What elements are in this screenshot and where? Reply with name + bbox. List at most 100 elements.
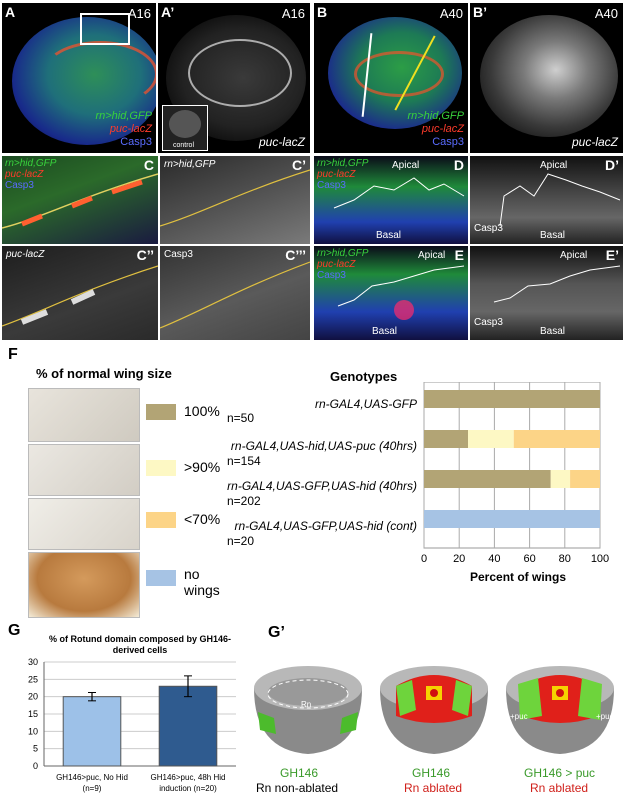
swatch-100	[146, 404, 176, 420]
bar-segment	[424, 430, 468, 448]
panel-a: A A16 rn>hid,GFP puc-lacZ Casp3	[2, 3, 156, 153]
y-tick-label: 25	[28, 674, 38, 684]
caption: puc-lacZ	[258, 135, 305, 149]
disc-image	[480, 15, 618, 137]
caption: puc-lacZ	[6, 249, 45, 260]
legend-casp3: Casp3	[317, 270, 346, 281]
inset-label: control	[173, 142, 195, 149]
schematic-ablated	[380, 666, 488, 754]
panel-c-prime: C’ rn>hid,GFP	[160, 156, 310, 244]
apical-label: Apical	[392, 160, 420, 171]
puc-label-right: +puc	[596, 712, 614, 721]
legend-puc: puc-lacZ	[109, 123, 152, 135]
apical-outline	[493, 265, 621, 303]
genotype-label-2: rn-GAL4,UAS-GFP,UAS-hid (40hrs)	[227, 479, 417, 493]
x-tick-label: 0	[421, 553, 427, 565]
legend-casp3: Casp3	[432, 136, 464, 148]
panel-tag: A40	[594, 6, 618, 21]
panel-label: C	[143, 157, 154, 173]
swatch-70	[146, 512, 176, 528]
genotype-n-1: n=154	[227, 454, 261, 468]
legend-gfp: rn>hid,GFP	[317, 158, 369, 169]
legend-gfp: rn>hid,GFP	[95, 110, 152, 122]
schematic-ablated-puc	[506, 666, 614, 754]
panel-label: C’’	[136, 247, 154, 263]
y-tick-label: 15	[28, 709, 38, 719]
genotype-n-0: n=50	[227, 411, 255, 425]
chart-f-xlabel: Percent of wings	[470, 570, 567, 584]
legend-casp3: Casp3	[120, 136, 152, 148]
figure-label-g-prime: G’	[268, 624, 285, 641]
swatch-90-label: >90%	[184, 459, 221, 475]
wing-photo-70	[28, 498, 140, 550]
caption-3-line2: Rn ablated	[530, 781, 589, 795]
genotype-label-1: rn-GAL4,UAS-hid,UAS-puc (40hrs)	[230, 439, 417, 453]
epithelium-edge	[2, 265, 158, 327]
caption: Casp3	[474, 223, 503, 234]
bar-segment	[513, 430, 600, 448]
caption: rn>hid,GFP	[164, 159, 216, 170]
panel-c-double-prime: C’’ puc-lacZ	[2, 246, 158, 340]
legend-casp3: Casp3	[5, 180, 34, 191]
bar-segment	[468, 430, 514, 448]
caption: Casp3	[164, 249, 193, 260]
epithelium-edge	[160, 169, 310, 227]
bar-segment	[424, 390, 600, 408]
zoom-box	[80, 13, 130, 45]
rn-label: Rn	[301, 700, 312, 709]
caption: puc-lacZ	[571, 135, 618, 149]
panel-b-prime: B’ A40 puc-lacZ	[470, 3, 623, 153]
panel-e: E rn>hid,GFP puc-lacZ Casp3 Apical Basal	[314, 246, 468, 340]
panel-label: B	[317, 4, 328, 20]
legend-puc: puc-lacZ	[317, 259, 356, 270]
epithelium-edge	[2, 173, 158, 229]
legend-gfp: rn>hid,GFP	[5, 158, 57, 169]
wing-photo-90	[28, 444, 140, 496]
legend-puc: puc-lacZ	[317, 169, 356, 180]
panel-e-prime: E’ Apical Basal Casp3	[470, 246, 623, 340]
x-category-label: (n=9)	[83, 784, 102, 793]
rotund-domain-bar-chart: 0 5 10 15 20 25 30 GH146>puc, No Hid (n=9) GH146>…	[28, 657, 236, 793]
puc-label-left: +puc	[510, 712, 528, 721]
genotype-label-3: rn-GAL4,UAS-GFP,UAS-hid (cont)	[234, 519, 417, 533]
genotype-label-0: rn-GAL4,UAS-GFP	[314, 397, 417, 411]
legend: rn>hid,GFP puc-lacZ Casp3	[407, 110, 464, 149]
caption: Casp3	[474, 317, 503, 328]
basal-label: Basal	[540, 230, 566, 241]
bar	[62, 696, 122, 767]
apical-outline	[499, 173, 621, 227]
panel-label: A	[5, 4, 16, 20]
schematic-diagrams	[254, 666, 614, 754]
basal-label: Basal	[540, 326, 566, 337]
panel-label: A’	[161, 4, 175, 20]
legend-puc: puc-lacZ	[421, 123, 464, 135]
x-tick-label: 100	[591, 553, 609, 565]
panel-b: B A40 rn>hid,GFP puc-lacZ Casp3	[314, 3, 468, 153]
apical-label: Apical	[560, 250, 588, 261]
x-tick-label: 80	[559, 553, 571, 565]
panel-label: E’	[605, 247, 619, 263]
x-category-label: GH146>puc, No Hid	[56, 773, 128, 782]
panel-label: D’	[605, 157, 619, 173]
apical-label: Apical	[540, 160, 568, 171]
panel-tag: A16	[281, 6, 305, 21]
genotypes-title: Genotypes	[330, 369, 398, 384]
panel-label: E	[454, 247, 464, 263]
swatch-none	[146, 570, 176, 586]
swatch-90	[146, 460, 176, 476]
y-tick-label: 0	[33, 761, 38, 771]
size-legend-title: % of normal wing size	[36, 366, 172, 381]
panel-label: C’’’	[285, 247, 306, 263]
caption-2-line1: GH146	[412, 766, 451, 780]
x-tick-label: 20	[453, 553, 465, 565]
caption-1-line1: GH146	[280, 766, 319, 780]
legend: rn>hid,GFP puc-lacZ Casp3	[317, 158, 368, 191]
x-category-label: induction (n=20)	[159, 784, 217, 793]
basal-label: Basal	[376, 230, 402, 241]
panel-c-triple-prime: C’’’ Casp3	[160, 246, 310, 340]
caption-1-line2: Rn non-ablated	[256, 781, 339, 795]
genotype-n-2: n=202	[227, 494, 261, 508]
y-tick-label: 5	[33, 744, 38, 754]
genotype-stacked-bar-chart: 0 20 40 60 80 100	[421, 382, 609, 565]
x-tick-label: 40	[488, 553, 500, 565]
